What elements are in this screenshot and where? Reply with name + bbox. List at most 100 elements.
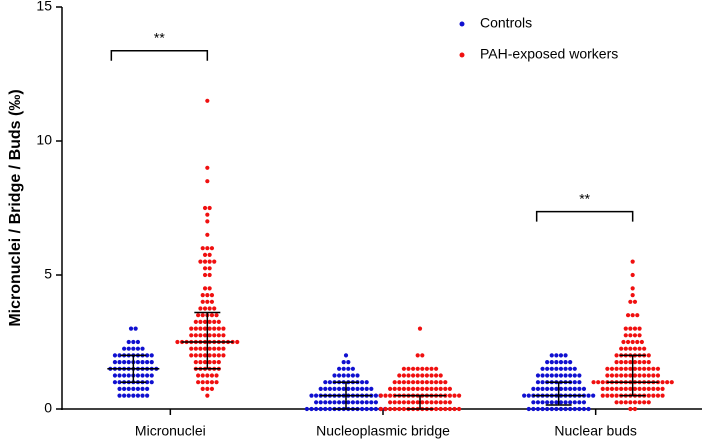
data-point [415,353,420,358]
data-point [443,380,448,385]
data-point [235,339,240,345]
data-point [619,360,624,365]
data-point [383,393,388,398]
data-point [196,380,201,385]
data-point [216,326,221,331]
data-point [145,393,150,398]
data-point [350,386,355,391]
data-point [341,366,346,371]
data-point [434,380,439,385]
data-point [438,406,443,412]
data-point [614,366,619,371]
data-point [632,406,638,412]
data-point [388,386,393,391]
data-point [415,400,420,405]
data-point [438,373,443,378]
data-point [600,393,605,398]
data-point [318,386,323,391]
data-point [630,339,635,345]
data-point [429,373,434,378]
data-point [630,259,635,264]
data-point [420,380,425,385]
data-point [112,373,118,378]
data-point [443,406,448,412]
data-point [411,373,416,378]
data-point [355,386,360,391]
data-point [202,205,208,211]
data-point [135,386,141,391]
data-point [198,346,203,351]
data-point [145,380,150,385]
data-point [420,386,425,391]
data-point [205,98,210,103]
data-point [337,366,342,371]
data-point [383,406,388,412]
data-point [216,319,221,324]
data-point [642,373,647,378]
data-point [549,366,554,371]
data-point [202,306,208,311]
data-point [632,366,638,371]
data-point [196,313,201,318]
data-point [558,353,564,358]
data-point [140,393,145,398]
data-point [623,366,628,371]
data-point [417,326,423,331]
data-point [131,393,136,398]
data-point [209,246,215,251]
data-point [388,406,393,412]
data-point [360,400,365,405]
data-point [216,360,221,365]
data-point [341,373,346,378]
data-point [632,360,638,365]
data-point [635,313,640,318]
data-point [572,386,577,391]
data-point [651,373,656,378]
data-point [126,373,131,378]
data-point [558,386,564,391]
data-point [189,333,194,338]
data-point [609,393,615,398]
data-point [558,373,564,378]
data-point [216,333,221,338]
data-point [198,319,203,324]
data-point [568,400,573,405]
data-point [145,386,150,391]
data-point [392,380,397,385]
data-point [457,393,462,398]
data-point [411,380,416,385]
data-point [619,373,624,378]
data-point [628,400,633,405]
data-point [112,353,118,358]
data-point [609,373,615,378]
data-point [452,406,457,412]
data-point [563,386,568,391]
data-point [420,400,425,405]
data-point [632,386,638,391]
data-point [632,326,638,331]
data-point [558,406,564,412]
data-point [623,360,628,365]
data-point [540,386,545,391]
data-point [568,360,573,365]
data-point [189,353,194,358]
x-tick-label: Nucleoplasmic bridge [316,423,450,439]
data-point [630,286,635,291]
data-point [642,386,647,391]
data-point [651,366,656,371]
data-point [205,299,210,304]
data-point [388,400,393,405]
data-point [563,406,568,412]
data-point [434,366,439,371]
data-point [122,373,127,378]
data-point [350,366,355,371]
data-point [126,360,131,365]
data-point [577,373,582,378]
data-point [207,266,212,271]
data-point [212,346,217,351]
data-point [632,333,638,338]
data-point [545,386,550,391]
data-point [202,319,208,324]
data-point [140,360,145,365]
